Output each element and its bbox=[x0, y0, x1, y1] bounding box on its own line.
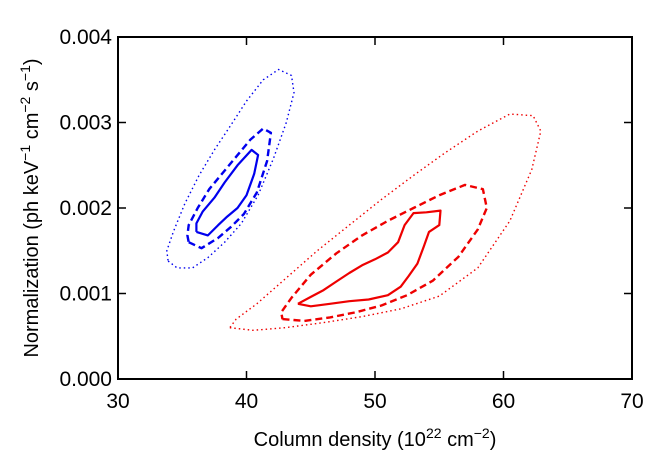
x-axis-label: Column density (1022 cm−2) bbox=[254, 425, 497, 451]
y-axis-label-m2: s bbox=[21, 81, 43, 97]
contour-red-solid bbox=[297, 209, 442, 308]
x-tick-label: 40 bbox=[235, 390, 258, 413]
y-axis-ticks: 0.000 0.001 0.002 0.003 0.004 bbox=[59, 26, 632, 391]
y-tick-label: 0.000 bbox=[59, 368, 112, 391]
contour-blue-solid bbox=[195, 148, 260, 237]
x-axis-label-exp2: −2 bbox=[474, 425, 490, 441]
x-axis-label-end: ) bbox=[490, 429, 497, 451]
contour-lines bbox=[166, 68, 542, 331]
y-axis-label-e3: −1 bbox=[17, 65, 33, 81]
x-axis-label-exp: 22 bbox=[426, 425, 442, 441]
y-tick-label: 0.001 bbox=[59, 283, 112, 306]
contour-blue-dotted bbox=[166, 68, 295, 269]
x-tick-label: 60 bbox=[492, 390, 515, 413]
contour-blue-dashed bbox=[186, 127, 273, 250]
x-tick-label: 70 bbox=[620, 390, 643, 413]
y-axis-label-e1: −1 bbox=[17, 145, 33, 161]
plot-frame bbox=[117, 36, 633, 380]
y-axis-label: Normalization (ph keV−1 cm−2 s−1) bbox=[17, 58, 43, 357]
x-axis-label-base: Column density (10 bbox=[254, 429, 426, 451]
y-axis-label-end: ) bbox=[21, 58, 43, 65]
contour-red-dashed bbox=[280, 183, 488, 323]
x-tick-label: 30 bbox=[106, 390, 129, 413]
y-tick-label: 0.003 bbox=[59, 112, 112, 135]
y-tick-label: 0.002 bbox=[59, 197, 112, 220]
x-axis-ticks: 30 40 50 60 70 bbox=[106, 37, 644, 413]
x-tick-label: 50 bbox=[363, 390, 386, 413]
x-axis-label-mid: cm bbox=[442, 429, 474, 451]
y-axis-label-base: Normalization (ph keV bbox=[21, 160, 43, 357]
y-axis-label-m1: cm bbox=[21, 113, 43, 145]
y-tick-label: 0.004 bbox=[59, 26, 112, 49]
y-axis-label-e2: −2 bbox=[17, 96, 33, 112]
